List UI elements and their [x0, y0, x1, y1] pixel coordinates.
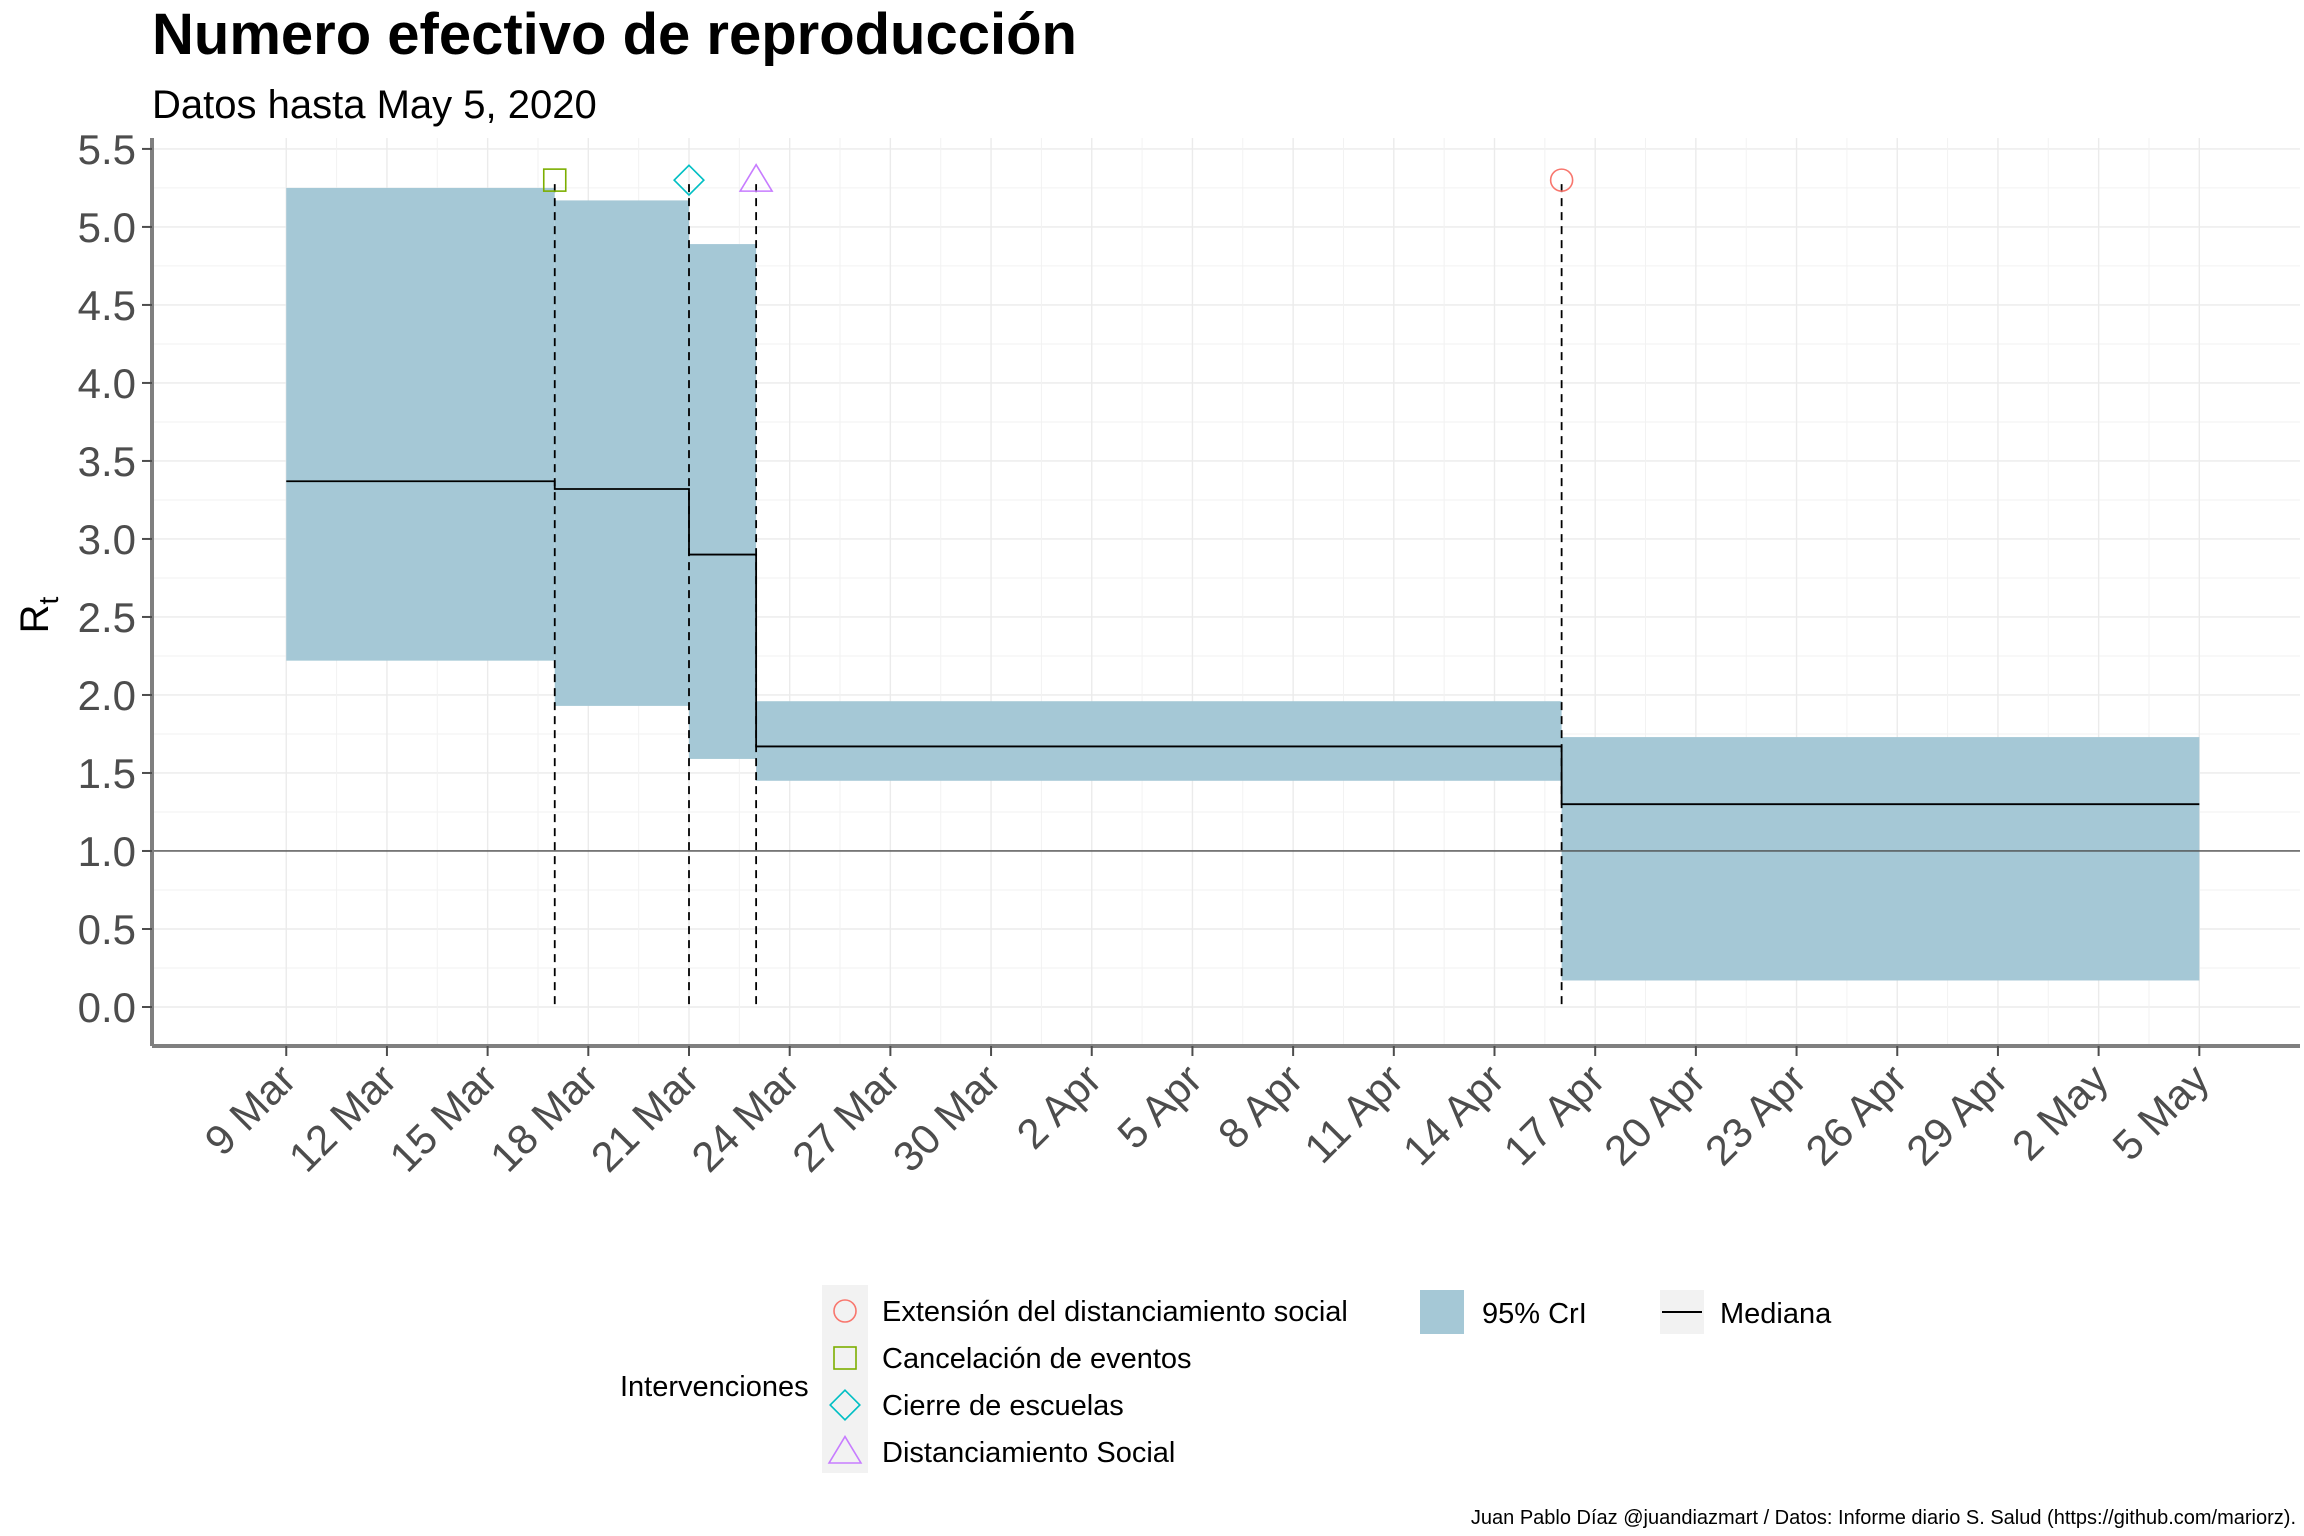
y-tick-label: 2.5	[78, 594, 136, 641]
y-tick-label: 4.0	[78, 360, 136, 407]
x-tick-label: 20 Apr	[1595, 1055, 1714, 1174]
y-tick-label: 3.0	[78, 516, 136, 563]
chart-title: Numero efectivo de reproducción	[152, 2, 1077, 67]
legend-interventions-title: Intervenciones	[620, 1371, 809, 1403]
chart-subtitle: Datos hasta May 5, 2020	[152, 83, 597, 127]
legend-intervention-label-4: Distanciamiento Social	[882, 1437, 1175, 1469]
legend-interventions-key-bg	[822, 1285, 868, 1473]
legend-intervention-key-2	[833, 1346, 857, 1370]
x-tick-label: 29 Apr	[1897, 1055, 2016, 1174]
legend-intervention-label-3: Cierre de escuelas	[882, 1390, 1124, 1422]
y-tick-label: 2.0	[78, 672, 136, 719]
axes	[150, 138, 2300, 1048]
x-tick-label: 2 Apr	[1008, 1055, 1111, 1158]
y-tick-label: 0.0	[78, 984, 136, 1031]
ci-band-1	[286, 187, 555, 661]
y-tick-labels: 0.0 0.5 1.0 1.5 2.0 2.5 3.0 3.5 4.0 4.5 5.0 5.5	[78, 126, 152, 1031]
legend-ci-label: 95% CrI	[1482, 1298, 1587, 1330]
x-tick-label: 27 Mar	[783, 1055, 909, 1181]
x-tick-label: 5 May	[2104, 1055, 2218, 1169]
y-axis-label-main: R	[13, 604, 57, 633]
x-tick-label: 14 Apr	[1394, 1055, 1513, 1174]
x-tick-label: 21 Mar	[582, 1055, 708, 1181]
ribbons	[286, 187, 2200, 981]
y-axis-label-subscript: t	[33, 596, 64, 604]
x-tick-label: 23 Apr	[1696, 1055, 1815, 1174]
y-tick-label: 4.5	[78, 282, 136, 329]
ci-band-2	[554, 200, 689, 706]
legend-intervention-key-3	[829, 1389, 861, 1421]
intervention-marker-2	[673, 164, 705, 197]
intervention-marker-1	[542, 168, 567, 192]
x-tick-label: 30 Mar	[884, 1055, 1010, 1181]
ci-band-5	[1561, 737, 2200, 981]
y-tick-label: 5.5	[78, 126, 136, 173]
legend-intervention-label-2: Cancelación de eventos	[882, 1343, 1192, 1375]
x-tick-label: 2 May	[2003, 1055, 2117, 1169]
median-step-line	[286, 480, 2200, 806]
ci-band-3	[689, 244, 757, 759]
legend-ci-key	[1420, 1290, 1464, 1334]
legend-intervention-label-1: Extensión del distanciamiento social	[882, 1296, 1348, 1328]
ci-band-4	[756, 701, 1562, 781]
x-tick-label: 11 Apr	[1295, 1055, 1412, 1172]
x-tick-label: 24 Mar	[682, 1055, 808, 1181]
intervention-markers	[542, 163, 1574, 197]
legend-intervention-key-1	[833, 1299, 857, 1323]
legend: Intervenciones Extensión del distanciami…	[620, 1285, 1832, 1473]
intervention-marker-3	[738, 163, 774, 192]
x-tick-label: 12 Mar	[280, 1055, 406, 1181]
x-tick-label: 8 Apr	[1209, 1055, 1312, 1158]
y-tick-label: 1.5	[78, 750, 136, 797]
x-tick-label: 17 Apr	[1494, 1055, 1613, 1174]
x-tick-label: 18 Mar	[481, 1055, 607, 1181]
y-axis-label: Rt	[13, 596, 64, 633]
y-tick-label: 5.0	[78, 204, 136, 251]
intervention-marker-4	[1549, 168, 1574, 192]
x-tick-label: 5 Apr	[1108, 1055, 1211, 1158]
legend-median-label: Mediana	[1720, 1298, 1832, 1330]
y-tick-label: 3.5	[78, 438, 136, 485]
legend-intervention-key-4	[827, 1435, 863, 1464]
median-line	[286, 480, 2200, 806]
y-tick-label: 1.0	[78, 828, 136, 875]
x-tick-label: 15 Mar	[380, 1055, 506, 1181]
y-tick-label: 0.5	[78, 906, 136, 953]
x-tick-label: 26 Apr	[1797, 1055, 1916, 1174]
chart-caption: Juan Pablo Díaz @juandiazmart / Datos: I…	[1471, 1507, 2296, 1529]
